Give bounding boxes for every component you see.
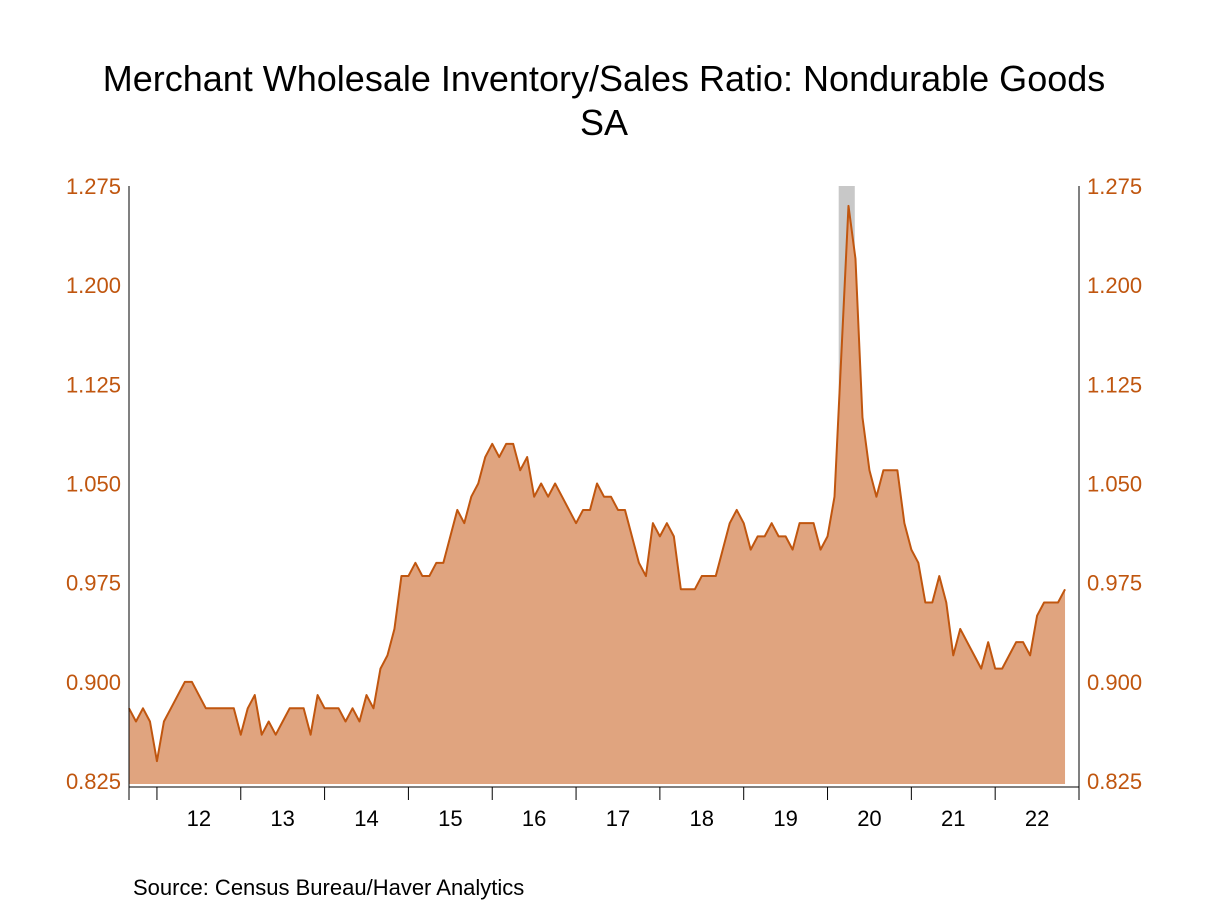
chart-subtitle: SA <box>580 102 628 143</box>
x-tick-label: 20 <box>857 806 881 831</box>
x-tick-label: 17 <box>606 806 630 831</box>
x-tick-label: 12 <box>187 806 211 831</box>
y-tick-label-right: 0.900 <box>1087 670 1142 695</box>
y-tick-label-left: 0.975 <box>66 571 121 596</box>
chart-title: Merchant Wholesale Inventory/Sales Ratio… <box>103 58 1106 99</box>
x-tick-label: 15 <box>438 806 462 831</box>
series-line <box>128 204 1066 763</box>
y-tick-label-right: 1.125 <box>1087 372 1142 397</box>
y-tick-label-left: 1.050 <box>66 472 121 497</box>
series-area <box>129 205 1066 784</box>
series-area-layer <box>128 204 1066 784</box>
x-tick-label: 21 <box>941 806 965 831</box>
y-tick-label-left: 0.900 <box>66 670 121 695</box>
y-tick-label-left: 1.125 <box>66 372 121 397</box>
y-axis-left-ticks: 0.825 0.900 0.975 1.050 1.125 1.200 1.275 <box>66 174 121 794</box>
y-tick-label-right: 1.200 <box>1087 273 1142 298</box>
x-tick-label: 16 <box>522 806 546 831</box>
x-tick-label: 13 <box>270 806 294 831</box>
y-tick-label-right: 1.275 <box>1087 174 1142 199</box>
y-tick-label-right: 1.050 <box>1087 472 1142 497</box>
x-axis-ticks: 12 13 14 15 16 17 18 19 20 21 22 <box>128 787 1080 831</box>
y-tick-label-right: 0.975 <box>1087 571 1142 596</box>
x-tick-label: 18 <box>690 806 714 831</box>
y-tick-label-right: 0.825 <box>1087 769 1142 794</box>
x-tick-label: 19 <box>773 806 797 831</box>
y-tick-label-left: 0.825 <box>66 769 121 794</box>
x-tick-label: 14 <box>354 806 378 831</box>
source-note: Source: Census Bureau/Haver Analytics <box>133 875 524 900</box>
x-tick-label: 22 <box>1025 806 1049 831</box>
y-tick-label-left: 1.275 <box>66 174 121 199</box>
y-tick-label-left: 1.200 <box>66 273 121 298</box>
y-axis-right-ticks: 0.825 0.900 0.975 1.050 1.125 1.200 1.275 <box>1087 174 1142 794</box>
